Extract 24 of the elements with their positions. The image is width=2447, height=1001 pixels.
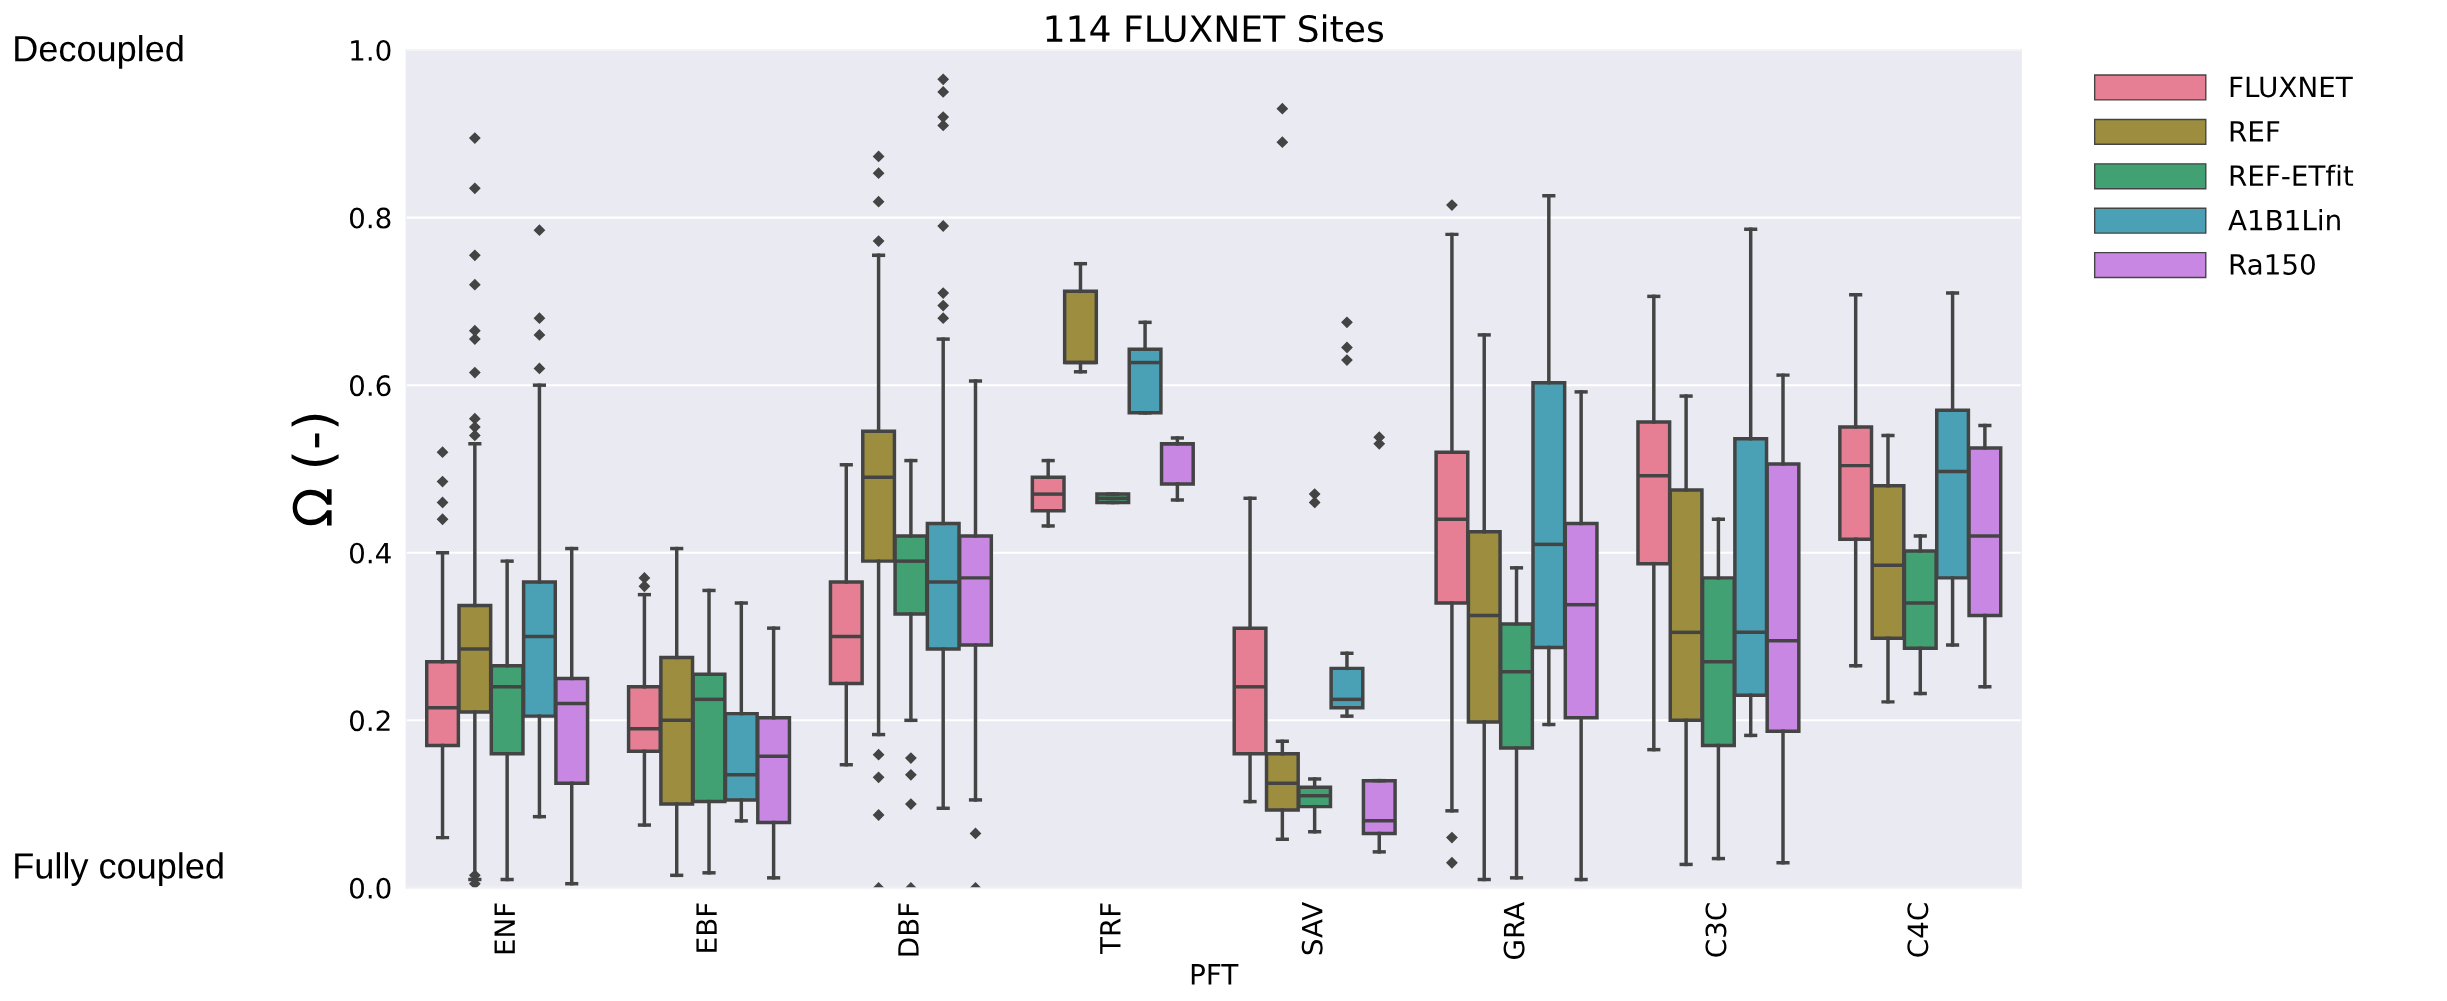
x-tick-label: ENF	[494, 903, 515, 954]
y-tick-label: 0.6	[349, 375, 391, 397]
legend-label: REF-ETfit	[2230, 164, 2354, 186]
x-axis-title: PFT	[1191, 964, 1239, 985]
x-tick-label: C3C	[1705, 903, 1727, 957]
x-tick-label: GRA	[1503, 902, 1525, 959]
y-tick-label: 1.0	[351, 39, 391, 61]
chart-title: 114 FLUXNET Sites	[1046, 14, 1384, 43]
text: Fully coupled	[15, 852, 223, 886]
x-tick-label: EBF	[696, 903, 717, 952]
legend-label: REF	[2230, 121, 2280, 142]
y-tick-label: 0.0	[349, 877, 391, 899]
text: Decoupled	[15, 35, 183, 69]
y-tick-label: 0.4	[349, 542, 391, 564]
x-tick-label: TRF	[1100, 903, 1121, 955]
y-tick-label: 0.2	[349, 710, 390, 732]
x-tick-label: SAV	[1301, 902, 1323, 955]
x-tick-label: DBF	[898, 903, 919, 956]
x-tick-label: C4C	[1907, 903, 1929, 957]
y-tick-label: 0.8	[349, 207, 391, 229]
legend-label: Ra150	[2230, 253, 2315, 275]
legend-label: FLUXNET	[2230, 76, 2353, 98]
y-axis-title: Ω (-)	[291, 414, 339, 526]
legend-label: A1B1Lin	[2228, 209, 2340, 231]
